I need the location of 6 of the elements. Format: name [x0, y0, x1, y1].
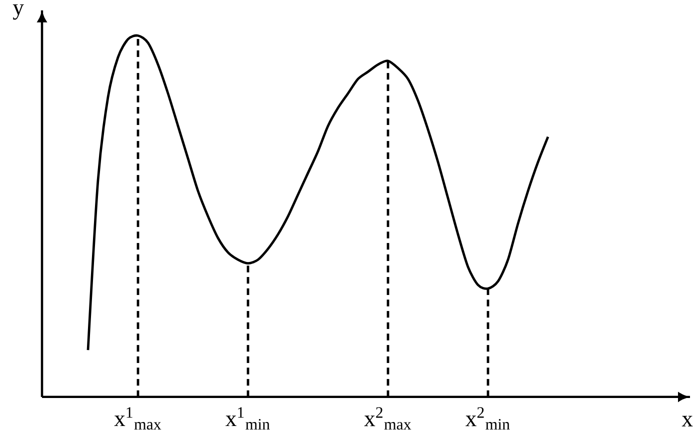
- text: x: [682, 416, 693, 426]
- x-tick-label: x$^{1}$min: [226, 407, 270, 430]
- x-tick-label: x$^{2}$min: [466, 407, 510, 430]
- y-axis-title: y: [12, 4, 24, 20]
- x-tick-label: x$^{1}$max: [114, 407, 162, 430]
- x-tick-label: x$^{2}$max: [364, 407, 412, 430]
